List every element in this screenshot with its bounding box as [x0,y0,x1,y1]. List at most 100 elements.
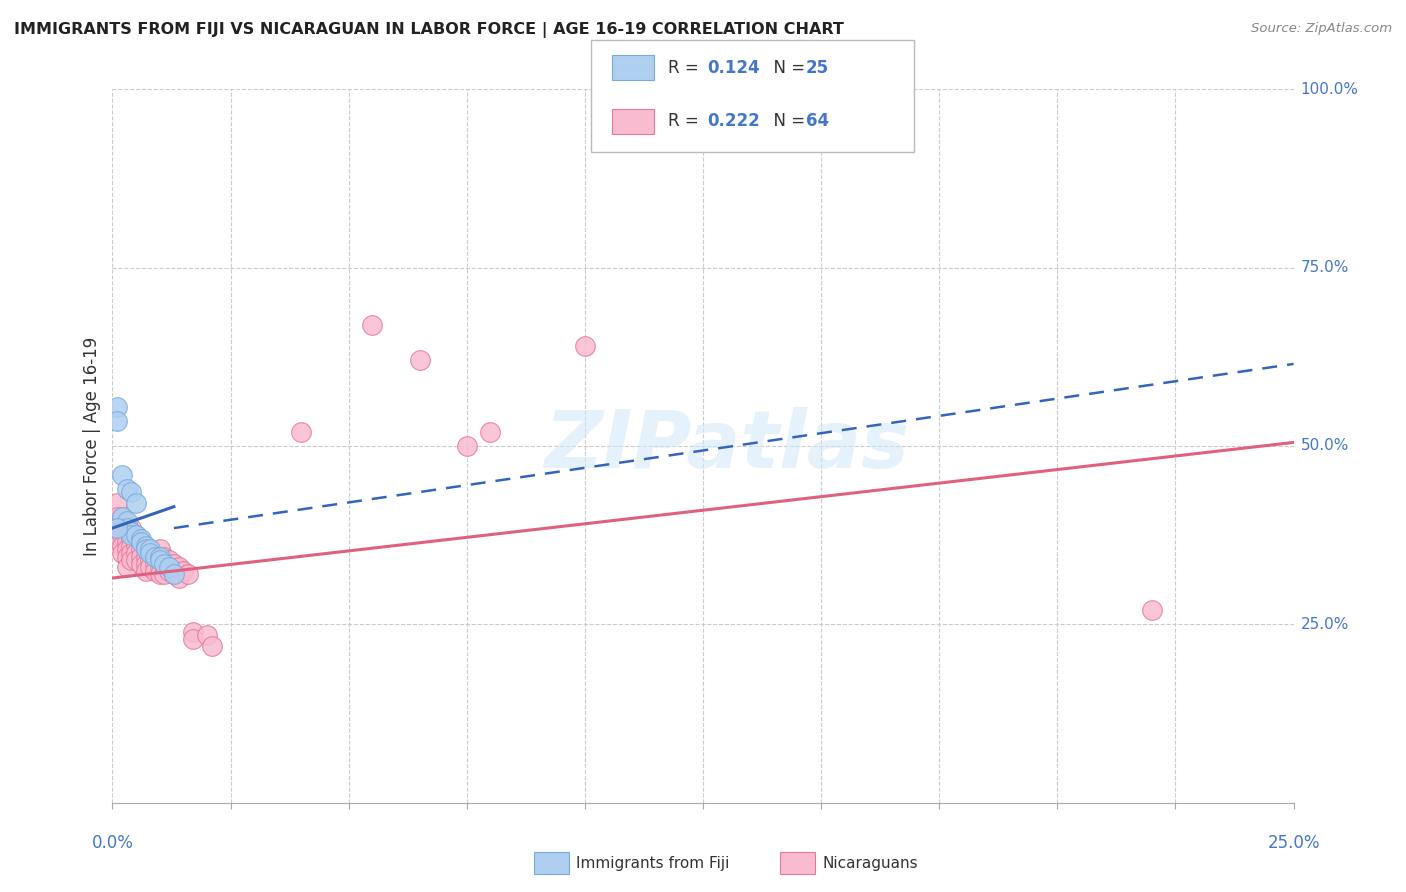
Text: R =: R = [668,112,704,130]
Point [195,628,218,642]
Point [361,318,384,332]
Text: 100.0%: 100.0% [1301,82,1358,96]
Text: 50.0%: 50.0% [1301,439,1348,453]
Point [181,624,204,639]
Point [105,414,128,428]
Point [177,567,200,582]
Point [149,549,172,564]
Point [153,557,176,571]
Point [479,425,502,439]
Point [120,485,142,500]
Text: 25: 25 [806,59,828,77]
Point [143,549,166,564]
Point [149,567,172,582]
Text: Source: ZipAtlas.com: Source: ZipAtlas.com [1251,22,1392,36]
Point [105,521,128,535]
Point [111,539,134,553]
Point [115,482,138,496]
Point [149,553,172,567]
Point [167,571,190,585]
Point [125,528,148,542]
Point [115,521,138,535]
Point [105,510,128,524]
Point [115,535,138,549]
Point [111,546,134,560]
Point [129,532,152,546]
Point [135,539,157,553]
Point [157,553,180,567]
Point [149,553,172,567]
Point [111,467,134,482]
Point [139,546,162,560]
Text: N =: N = [763,59,811,77]
Point [129,535,152,549]
Point [115,542,138,557]
Point [129,535,152,549]
Point [120,524,142,539]
Point [105,400,128,414]
Point [153,549,176,564]
Point [120,532,142,546]
Point [139,553,162,567]
Point [125,546,148,560]
Point [1140,603,1163,617]
Text: Nicaraguans: Nicaraguans [823,856,918,871]
Point [111,510,134,524]
Text: 25.0%: 25.0% [1301,617,1348,632]
Point [125,528,148,542]
Point [120,546,142,560]
Point [163,557,186,571]
Point [172,564,194,578]
Point [120,553,142,567]
Point [135,542,157,557]
Point [111,510,134,524]
Point [120,521,142,535]
Point [111,528,134,542]
Text: 64: 64 [806,112,828,130]
Point [115,528,138,542]
Text: N =: N = [763,112,811,130]
Point [125,496,148,510]
Point [149,542,172,557]
Text: 0.222: 0.222 [707,112,761,130]
Y-axis label: In Labor Force | Age 16-19: In Labor Force | Age 16-19 [83,336,101,556]
Point [129,542,152,557]
Point [139,542,162,557]
Point [120,528,142,542]
Text: 25.0%: 25.0% [1267,834,1320,852]
Point [149,560,172,574]
Point [456,439,478,453]
Text: Immigrants from Fiji: Immigrants from Fiji [576,856,730,871]
Point [120,539,142,553]
Point [157,560,180,574]
Point [574,339,596,353]
Point [153,567,176,582]
Point [125,553,148,567]
Point [201,639,224,653]
Point [139,546,162,560]
Point [129,549,152,564]
Point [135,564,157,578]
Point [129,557,152,571]
Text: R =: R = [668,59,704,77]
Text: 0.124: 0.124 [707,59,759,77]
Point [135,557,157,571]
Point [115,517,138,532]
Point [105,496,128,510]
Point [143,549,166,564]
Point [135,542,157,557]
Point [135,549,157,564]
Point [143,564,166,578]
Point [105,528,128,542]
Point [111,521,134,535]
Point [163,567,186,582]
Point [115,514,138,528]
Text: ZIPatlas: ZIPatlas [544,407,910,485]
Point [153,557,176,571]
Point [115,549,138,564]
Point [105,521,128,535]
Point [157,564,180,578]
Point [167,560,190,574]
Point [139,560,162,574]
Point [290,425,312,439]
